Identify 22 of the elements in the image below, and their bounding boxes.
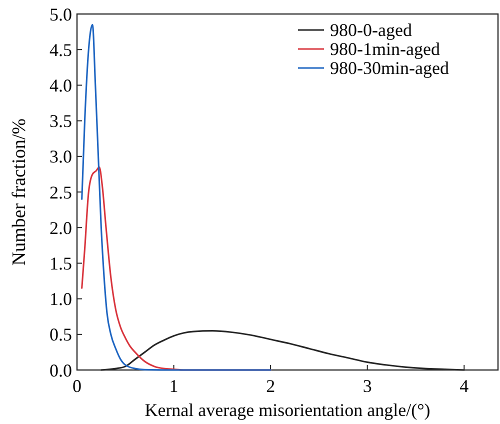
y-tick-label: 3.0 [50,146,72,167]
x-tick-label: 1 [169,376,178,396]
y-tick-label: 4.0 [50,76,72,96]
legend-label: 980-1min-aged [330,39,440,59]
y-tick-label: 3.5 [50,111,72,132]
x-tick-label: 4 [460,376,469,396]
y-tick-label: 2.5 [50,182,72,202]
y-tick-label: 4.5 [50,40,72,60]
y-tick-label: 5.0 [50,4,72,24]
y-tick-label: 2.0 [50,218,72,238]
y-tick-label: 1.0 [50,289,72,310]
x-tick-label: 2 [266,376,276,396]
line-series [81,24,272,371]
x-tick-label: 0 [72,376,82,396]
legend-label: 980-0-aged [330,20,412,40]
y-tick-label: 0.5 [50,324,72,345]
x-axis-title: Kernal average misorientation angle/(°) [144,400,430,420]
y-tick-label: 1.5 [50,254,72,274]
y-axis-title: Number fraction/% [9,118,30,266]
x-tick-label: 3 [362,376,372,396]
legend-label: 980-30min-aged [330,58,449,78]
y-tick-label: 0.0 [50,360,72,380]
